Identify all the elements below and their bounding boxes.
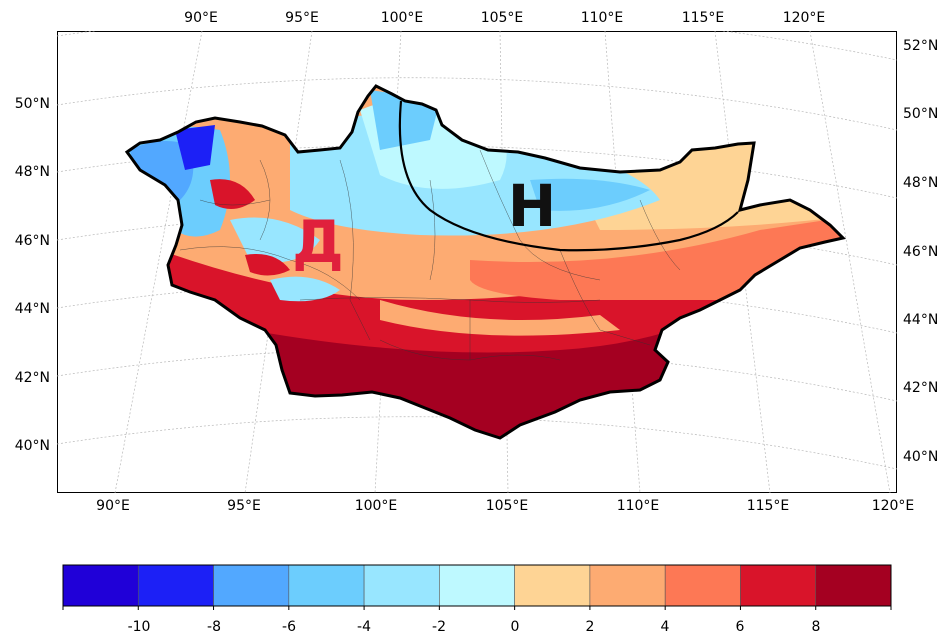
lon-label: 100°E — [381, 10, 424, 26]
country-fill — [124, 84, 846, 440]
lat-label: 42°N — [15, 370, 50, 386]
east-region-label: Н — [508, 172, 557, 240]
colorbar-swatch — [213, 564, 290, 607]
colorbar-tick: -10 — [128, 619, 151, 635]
lat-labels-left: 50°N 48°N 46°N 44°N 42°N 40°N — [15, 96, 50, 454]
lat-label: 40°N — [15, 438, 50, 454]
lon-label: 95°E — [285, 10, 319, 26]
lon-label: 105°E — [481, 10, 524, 26]
colorbar-swatch — [815, 564, 892, 607]
lat-label: 42°N — [903, 380, 938, 396]
lon-label: 120°E — [872, 498, 915, 514]
colorbar-tick: 8 — [812, 619, 821, 635]
colorbar-tick: 2 — [586, 619, 595, 635]
lat-label: 44°N — [15, 301, 50, 317]
lon-label: 115°E — [747, 498, 790, 514]
lat-label: 40°N — [903, 449, 938, 465]
colorbar-tick: -6 — [282, 619, 296, 635]
colorbar-tick: 6 — [736, 619, 745, 635]
lat-labels-right: 52°N 50°N 48°N 46°N 44°N 42°N 40°N — [903, 38, 938, 465]
east-region-boundary — [398, 100, 739, 252]
colorbar-tick: -4 — [357, 619, 371, 635]
colorbar-swatch — [288, 564, 365, 607]
lon-label: 110°E — [581, 10, 624, 26]
lon-label: 105°E — [486, 498, 529, 514]
colorbar-swatch — [664, 564, 741, 607]
colorbar — [62, 564, 892, 610]
map-frame — [57, 31, 897, 493]
colorbar-swatch — [363, 564, 440, 607]
lat-label: 46°N — [15, 233, 50, 249]
country-boundary — [124, 84, 846, 440]
lat-label: 48°N — [15, 164, 50, 180]
lon-label: 110°E — [617, 498, 660, 514]
lon-label: 95°E — [227, 498, 261, 514]
colorbar-tick: -2 — [432, 619, 446, 635]
colorbar-swatch — [514, 564, 591, 607]
lat-label: 46°N — [903, 244, 938, 260]
colorbar-swatch — [589, 564, 666, 607]
colorbar-swatch — [62, 564, 139, 607]
colorbar-tick: 4 — [661, 619, 670, 635]
lat-label: 44°N — [903, 312, 938, 328]
lon-label: 120°E — [783, 10, 826, 26]
colorbar-frame — [62, 564, 892, 607]
lon-label: 90°E — [184, 10, 218, 26]
colorbar-swatch — [137, 564, 214, 607]
lon-label: 115°E — [682, 10, 725, 26]
lat-label: 52°N — [903, 38, 938, 54]
colorbar-tick: 0 — [511, 619, 520, 635]
colorbar-tick: -8 — [207, 619, 221, 635]
lon-labels-top: 90°E 95°E 100°E 105°E 110°E 115°E 120°E — [184, 10, 825, 26]
lon-labels-bottom: 90°E 95°E 100°E 105°E 110°E 115°E 120°E — [96, 498, 914, 514]
colorbar-swatch — [740, 564, 817, 607]
lat-label: 50°N — [15, 96, 50, 112]
west-region-label: Д — [292, 208, 344, 276]
lat-label: 50°N — [903, 106, 938, 122]
lon-label: 90°E — [96, 498, 130, 514]
lat-label: 48°N — [903, 175, 938, 191]
colorbar-swatch — [439, 564, 515, 607]
lon-label: 100°E — [355, 498, 398, 514]
colorbar-tick-labels: -10 -8 -6 -4 -2 0 2 4 6 8 — [128, 619, 821, 635]
